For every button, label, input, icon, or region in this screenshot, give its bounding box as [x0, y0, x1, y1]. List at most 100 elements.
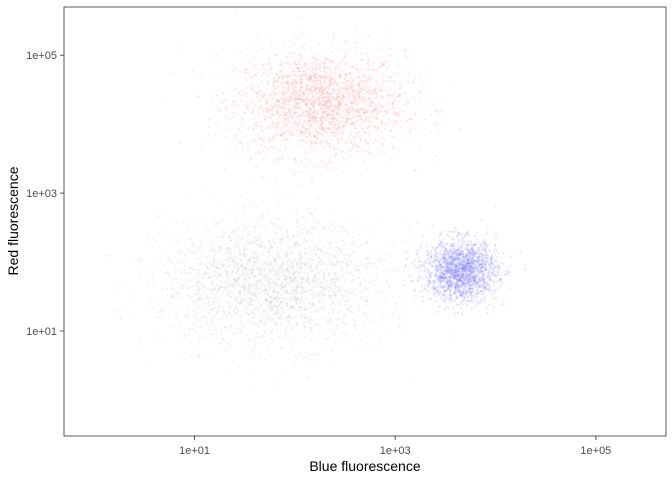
data-point [385, 61, 388, 64]
data-point [329, 99, 332, 102]
data-point [374, 86, 377, 89]
data-point [268, 62, 271, 65]
data-point [336, 125, 340, 129]
data-point [297, 128, 300, 132]
data-point [139, 264, 142, 267]
data-point [208, 249, 212, 252]
data-point [324, 62, 327, 65]
data-point [313, 134, 316, 138]
data-point [314, 354, 318, 357]
data-point [271, 125, 274, 129]
data-point [336, 106, 339, 110]
data-point [327, 85, 331, 88]
data-point [283, 138, 287, 142]
data-point [365, 78, 368, 82]
data-point [336, 94, 340, 97]
data-point [253, 299, 256, 302]
data-point [312, 319, 315, 322]
data-point [349, 71, 352, 75]
data-point [318, 311, 321, 314]
data-point [367, 64, 370, 67]
data-point [231, 111, 234, 114]
data-point [386, 102, 390, 105]
data-point [288, 114, 291, 117]
data-point [351, 236, 354, 239]
data-point [300, 114, 303, 117]
data-point [294, 324, 298, 327]
data-point [258, 112, 261, 116]
data-point [357, 96, 360, 100]
data-point [252, 278, 256, 282]
data-point [312, 94, 315, 97]
data-point [213, 253, 217, 256]
data-point [337, 123, 341, 126]
data-point [243, 244, 246, 247]
data-point [240, 269, 244, 273]
data-point [292, 289, 295, 292]
data-point [302, 70, 305, 74]
data-point [392, 295, 395, 299]
data-point [266, 274, 269, 278]
data-point [344, 289, 347, 293]
data-point [225, 242, 228, 245]
data-point [292, 234, 295, 237]
data-point [345, 90, 348, 94]
data-point [291, 91, 294, 94]
data-point [311, 115, 314, 118]
data-point [354, 54, 358, 57]
data-point [284, 145, 287, 148]
data-point [275, 80, 278, 83]
data-point [337, 46, 340, 50]
data-point [300, 256, 303, 259]
data-point [234, 69, 237, 72]
data-point [309, 122, 313, 126]
data-point [351, 107, 354, 110]
data-point [343, 57, 346, 61]
data-point [281, 102, 285, 105]
data-point [185, 308, 188, 311]
data-point [280, 256, 284, 259]
data-point [308, 329, 312, 332]
data-point [337, 67, 340, 70]
data-point [481, 219, 484, 222]
data-point [287, 138, 290, 141]
data-point [220, 218, 223, 221]
data-point [268, 258, 271, 261]
data-point [230, 104, 234, 107]
data-point [314, 141, 317, 144]
data-point [344, 95, 347, 99]
data-point [257, 301, 260, 304]
data-point [356, 110, 359, 113]
data-point [286, 82, 290, 85]
data-point [294, 121, 297, 124]
data-point [366, 295, 369, 298]
data-point [387, 77, 390, 80]
data-point [300, 262, 303, 266]
data-point [318, 104, 322, 107]
data-point [308, 81, 311, 84]
data-point [264, 87, 268, 90]
data-point [329, 114, 333, 117]
data-point [363, 295, 366, 299]
data-point [392, 135, 395, 138]
data-point [368, 104, 372, 108]
data-point [278, 59, 282, 63]
data-point [335, 81, 338, 85]
data-point [408, 74, 411, 77]
data-point [317, 99, 320, 102]
data-point [186, 286, 189, 290]
data-point [276, 284, 279, 287]
data-point [307, 290, 310, 293]
data-point [303, 62, 307, 65]
data-point [420, 295, 424, 298]
data-point [307, 119, 310, 122]
data-point [230, 249, 233, 252]
data-point [167, 255, 170, 258]
data-point [392, 101, 395, 104]
data-point [331, 107, 335, 110]
data-point [274, 109, 278, 113]
data-point [346, 235, 350, 238]
data-point [359, 79, 363, 82]
data-point [263, 329, 267, 333]
data-point [339, 286, 342, 290]
